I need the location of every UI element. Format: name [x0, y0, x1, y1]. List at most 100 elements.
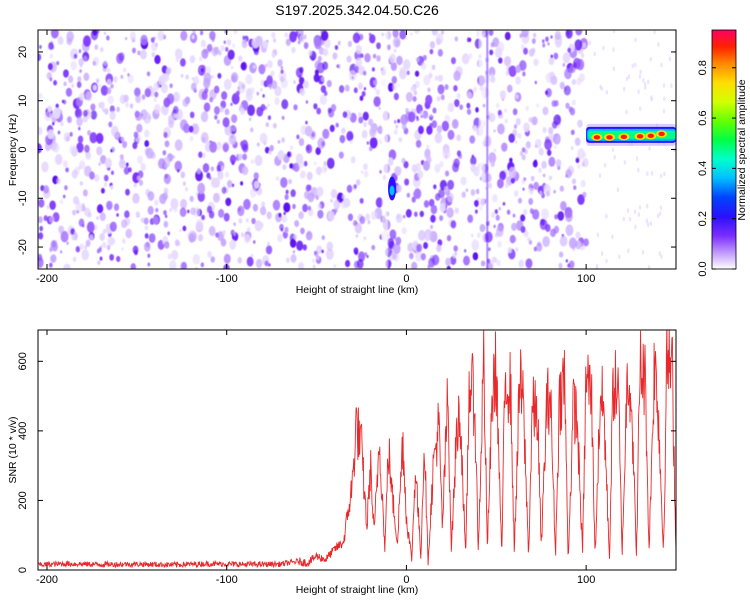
spectrogram-noise-cell [521, 30, 529, 38]
spectrogram-noise-cell [393, 92, 399, 101]
spectrogram-noise-cell [439, 161, 444, 168]
spectrogram-noise-cell [522, 208, 528, 216]
spectrogram-noise-cell [558, 262, 563, 269]
spectrogram-noise-cell [581, 162, 585, 167]
spectrogram-noise-cell [305, 120, 308, 125]
spectrogram-noise-cell [109, 111, 116, 121]
spectrogram-noise-cell [123, 166, 130, 175]
spectrogram-noise-cell [525, 258, 533, 269]
spectrogram-noise-cell [446, 235, 452, 242]
spectrogram-noise-cell [316, 107, 322, 115]
band-region-speckle [595, 263, 599, 269]
colorbar-tick-label: 0.2 [697, 211, 709, 226]
spectrogram-noise-cell [190, 82, 197, 91]
spectrogram-noise-cell [180, 171, 186, 179]
spectrogram-noise-cell [217, 231, 225, 242]
spectrogram-noise-cell [60, 230, 69, 243]
spectrogram-noise-cell [213, 46, 220, 55]
band-region-speckle [627, 74, 631, 80]
spectrogram-noise-cell [468, 37, 472, 42]
spectrogram-noise-cell [516, 220, 524, 231]
spectrogram-noise-cell [265, 122, 270, 128]
spectrogram-noise-cell [528, 187, 534, 195]
spectrogram-noise-cell [300, 170, 306, 179]
spectrogram-noise-cell [293, 233, 298, 241]
spectrogram-noise-cell [94, 174, 100, 182]
spectrogram-noise-cell [136, 175, 141, 181]
spectrogram-noise-cell [127, 74, 134, 84]
spectrogram-noise-cell [520, 44, 525, 50]
spectrogram-noise-cell [353, 184, 357, 189]
spectrogram-noise-cell [189, 55, 196, 64]
spectrogram-noise-cell [267, 241, 270, 246]
spectrogram-noise-cell [103, 182, 108, 188]
band-region-speckle [611, 234, 614, 240]
spectrogram-noise-cell [70, 228, 75, 235]
spectrogram-noise-cell [75, 198, 80, 205]
spectrogram-noise-cell [512, 108, 518, 116]
spectrogram-noise-cell [311, 131, 315, 138]
spectrogram-noise-cell [122, 141, 127, 149]
spectrogram-noise-cell [81, 249, 90, 261]
spectrogram-noise-cell [163, 210, 167, 216]
spectrogram-noise-cell [44, 110, 52, 122]
spectrogram-noise-cell [217, 72, 222, 79]
spectrogram-noise-cell [201, 214, 205, 221]
spectrogram-noise-cell [60, 121, 64, 127]
spectrogram-x-tick-label: -100 [216, 273, 238, 285]
spectrogram-noise-cell [38, 53, 42, 62]
spectrogram-noise-cell [321, 141, 326, 147]
spectrogram-noise-cell [283, 211, 286, 216]
spectrogram-noise-cell [180, 198, 188, 209]
spectrogram-noise-cell [306, 171, 313, 181]
spectrogram-noise-cell [582, 191, 587, 198]
spectrogram-noise-cell [303, 160, 308, 167]
spectrogram-noise-cell [65, 167, 69, 173]
spectrogram-noise-cell [353, 247, 359, 255]
band-region-speckle [603, 162, 607, 168]
spectrogram-noise-cell [517, 197, 523, 204]
spectrogram-noise-cell [490, 76, 496, 83]
spectrogram-noise-cell [125, 102, 129, 108]
spectrogram-noise-cell [299, 66, 304, 74]
spectrogram-noise-cell [143, 217, 149, 225]
spectrogram-y-axis-label: Frequency (Hz) [7, 114, 19, 186]
spectrogram-noise-cell [179, 228, 182, 233]
spectrogram-noise-cell [555, 159, 562, 168]
spectrogram-noise-cell [371, 244, 376, 251]
spectrogram-noise-cell [233, 231, 237, 236]
spectrogram-noise-cell [258, 64, 266, 75]
spectrogram-noise-cell [125, 37, 128, 41]
spectrogram-noise-cell [227, 49, 235, 60]
spectrogram-noise-cell [341, 127, 346, 134]
spectrogram-noise-cell [513, 124, 518, 129]
spectrogram-noise-cell [280, 69, 284, 74]
spectrogram-noise-cell [375, 89, 380, 96]
spectrogram-noise-cell [471, 239, 480, 251]
spectrogram-noise-cell [521, 147, 526, 153]
spectrogram-noise-cell [466, 102, 471, 109]
spectrogram-noise-cell [577, 148, 585, 160]
band-region-speckle [659, 205, 663, 211]
spectrogram-noise-cell [220, 45, 225, 52]
spectrogram-noise-cell [454, 207, 459, 214]
spectrogram-noise-cell [510, 177, 515, 184]
spectrogram-noise-cell [470, 189, 476, 196]
spectrogram-noise-cell [426, 125, 433, 135]
spectrogram-noise-cell [559, 185, 565, 192]
band-region-speckle [602, 45, 605, 51]
spectrogram-noise-cell [125, 228, 133, 239]
spectrogram-noise-cell [317, 209, 324, 219]
spectrogram-x-tick-label: 0 [403, 273, 409, 285]
spectrogram-noise-cell [71, 169, 78, 179]
spectrogram-noise-cell [436, 244, 442, 253]
spectrogram-noise-cell [92, 84, 97, 91]
spectrogram-noise-cell [446, 265, 451, 269]
spectrogram-noise-cell [57, 36, 64, 45]
spectrogram-noise-cell [489, 49, 494, 56]
spectrogram-noise-cell [548, 175, 553, 181]
spectrogram-noise-cell [298, 261, 305, 269]
band-region-speckle [662, 108, 666, 114]
spectrogram-noise-cell [548, 56, 555, 66]
spectrogram-noise-cell [282, 164, 287, 171]
